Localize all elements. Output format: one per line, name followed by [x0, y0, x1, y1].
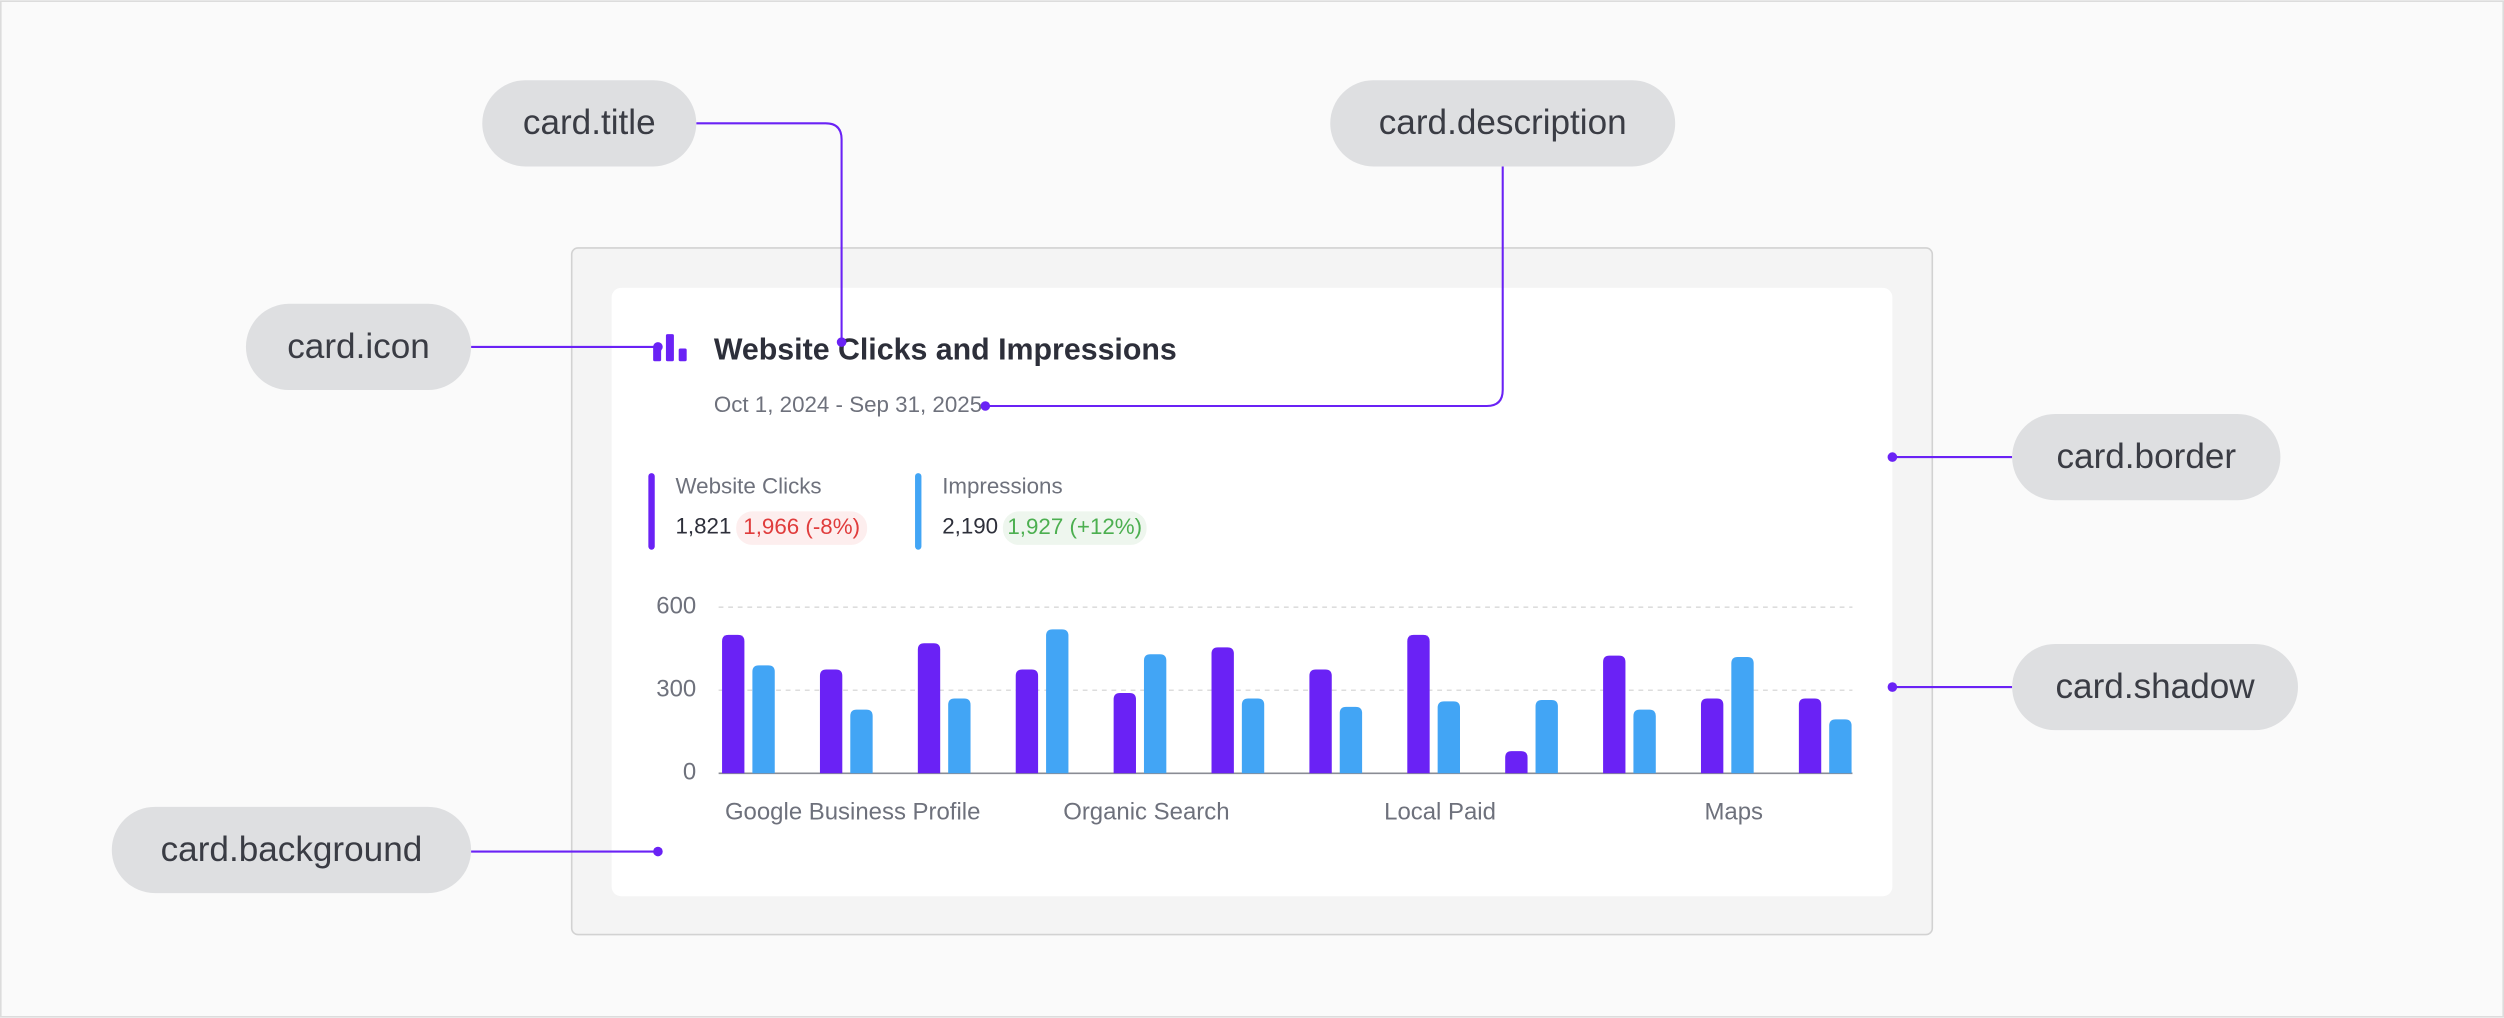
callout-pill	[2012, 643, 2298, 731]
legend-comparison: 1,966 (-8%)	[743, 514, 860, 539]
legend-badge	[736, 511, 868, 545]
card-title: Website Clicks and Impressions	[714, 334, 1177, 367]
bar	[1113, 693, 1136, 774]
bar	[917, 643, 941, 774]
legend-label: Impressions	[942, 473, 1062, 498]
connector-dot	[653, 342, 663, 352]
legend-comparison: 1,927 (+12%)	[1007, 514, 1142, 539]
legend-total: 1,821	[676, 513, 732, 538]
bar	[1700, 698, 1724, 774]
bar	[1505, 751, 1528, 774]
bar	[752, 665, 775, 774]
x-tick-label: Google Business Profile	[725, 799, 980, 826]
connector-dot	[980, 401, 991, 411]
connector	[985, 166, 1504, 408]
x-tick-label: Local Paid	[1384, 799, 1496, 826]
bar	[850, 709, 873, 774]
callout-pill	[1330, 80, 1676, 167]
y-tick-label: 300	[656, 676, 696, 703]
bar	[819, 669, 843, 774]
card-description: Oct 1, 2024 - Sep 31, 2025	[714, 392, 982, 417]
callout-label: card.description	[1379, 103, 1627, 142]
connector-dot	[1887, 682, 1898, 692]
callout-label: card.background	[161, 830, 423, 869]
connector-dot	[836, 337, 847, 347]
callout-label: card.shadow	[2055, 667, 2255, 706]
legend-swatch	[648, 473, 655, 550]
bar	[1339, 706, 1363, 774]
bar	[1046, 629, 1069, 774]
y-tick-label: 600	[656, 593, 696, 620]
callout-label: card.title	[523, 103, 656, 142]
callout-label: card.border	[2056, 437, 2236, 476]
connector-dot	[653, 846, 663, 857]
bar	[1309, 669, 1332, 774]
legend-swatch	[915, 473, 922, 550]
bar	[1407, 634, 1430, 774]
bar	[1437, 701, 1461, 774]
bar	[1731, 657, 1754, 774]
x-tick-label: Maps	[1704, 799, 1763, 826]
legend-total: 2,190	[942, 513, 998, 538]
bar	[948, 698, 971, 774]
connector-dot	[1887, 452, 1898, 462]
bar	[1535, 699, 1558, 774]
bar	[1603, 655, 1626, 774]
bar	[1211, 647, 1234, 774]
callout-pill	[482, 80, 697, 167]
legend-badge	[1002, 511, 1147, 545]
x-tick-label: Organic Search	[1063, 799, 1229, 826]
plot: 0 300 600 Google Business Profile Organic Se…	[656, 593, 1853, 826]
bar	[1241, 698, 1265, 774]
connector	[696, 122, 843, 343]
y-tick-label: 0	[683, 759, 696, 786]
callout-label: card.icon	[287, 327, 430, 366]
bar	[1143, 654, 1167, 774]
legend-label: Website Clicks	[676, 473, 822, 498]
bar	[1798, 698, 1822, 774]
bar	[1633, 709, 1656, 774]
legend: Website Clicks 1,821 1,966 (-8%) Impress…	[648, 473, 1147, 550]
bar	[1015, 669, 1039, 774]
callout-pill	[111, 806, 472, 894]
bar	[1829, 719, 1852, 774]
callout-pill	[2012, 413, 2281, 501]
callout-pill	[245, 303, 472, 391]
bar	[722, 634, 745, 774]
